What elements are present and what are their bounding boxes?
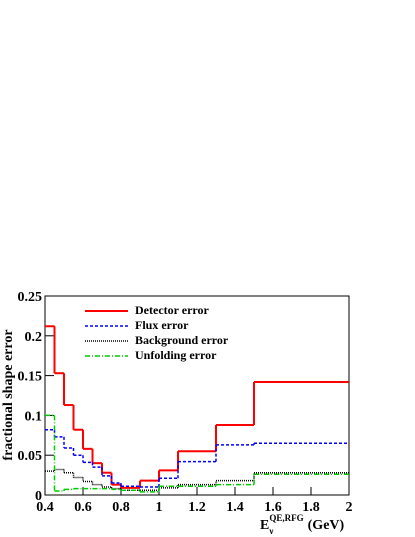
x-label-sub: ν (268, 526, 273, 536)
legend-label: Unfolding error (135, 348, 217, 362)
x-tick-label: 0.4 (36, 500, 54, 515)
legend-label: Detector error (135, 303, 210, 317)
y-tick-label: 0.1 (25, 409, 43, 424)
x-tick-label: 1 (156, 500, 163, 515)
legend-label: Background error (135, 333, 229, 347)
x-label-unit: (GeV) (308, 518, 345, 533)
x-tick-label: 0.6 (74, 500, 92, 515)
x-tick-label: 1.2 (188, 500, 206, 515)
x-tick-label: 1.8 (302, 500, 320, 515)
y-axis-label: fractional shape error (1, 329, 16, 460)
x-tick-label: 2 (346, 500, 353, 515)
y-tick-label: 0 (35, 489, 42, 504)
y-tick-label: 0.2 (25, 330, 43, 345)
x-label-main: E (260, 518, 269, 533)
x-tick-label: 1.6 (264, 500, 282, 515)
y-tick-label: 0.25 (18, 290, 43, 305)
x-tick-label: 1.4 (226, 500, 244, 515)
legend-label: Flux error (135, 318, 189, 332)
x-axis-label: Eν QE,RFG (GeV) (260, 513, 345, 536)
y-tick-label: 0.05 (18, 449, 43, 464)
x-label-sup: QE,RFG (269, 513, 303, 523)
y-tick-label: 0.15 (18, 370, 43, 385)
x-tick-label: 0.8 (112, 500, 130, 515)
